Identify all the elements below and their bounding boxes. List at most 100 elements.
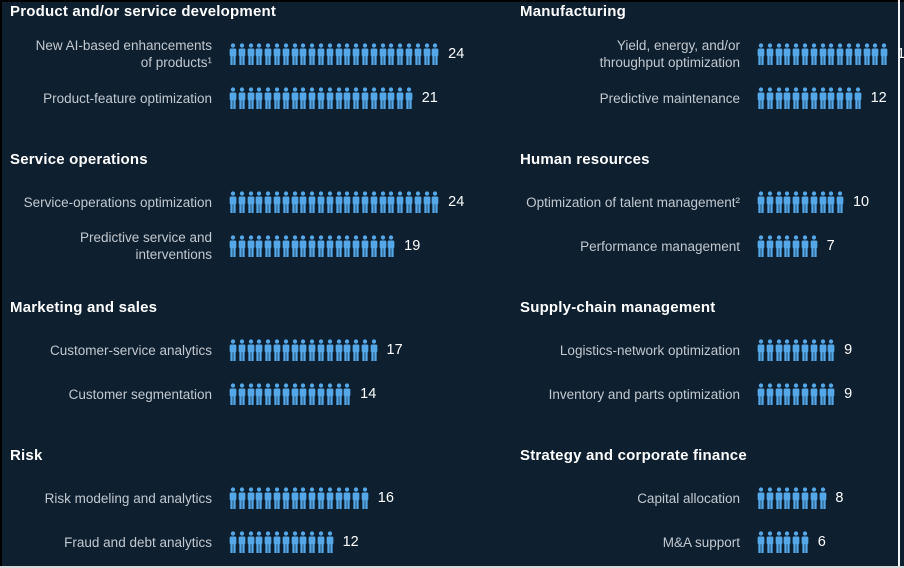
chart-row: Predictive maintenance 12 <box>452 76 904 120</box>
person-icon <box>757 531 765 553</box>
person-icon <box>766 339 774 361</box>
person-icon <box>264 191 272 213</box>
person-icon <box>766 487 774 509</box>
person-icon <box>247 191 254 213</box>
person-icon <box>863 43 870 65</box>
section-product-service-development: Product and/or service development New A… <box>0 2 465 120</box>
person-icon <box>238 487 246 509</box>
person-icon <box>757 383 765 405</box>
person-icon <box>326 87 334 109</box>
person-icon <box>352 339 360 361</box>
person-icon <box>326 191 334 213</box>
section-title: Human resources <box>520 151 650 168</box>
person-icon <box>273 235 281 257</box>
chart-column-left: Product and/or service development New A… <box>0 2 465 568</box>
person-icon <box>405 191 413 213</box>
person-icon-strip <box>757 87 863 109</box>
person-icon <box>335 383 342 405</box>
person-icon-strip <box>229 339 379 361</box>
person-icon <box>282 43 290 65</box>
row-value: 10 <box>852 194 870 210</box>
person-icon <box>810 87 818 109</box>
person-icon <box>801 383 809 405</box>
person-icon <box>792 531 800 553</box>
person-icon <box>291 531 298 553</box>
person-icon <box>819 383 826 405</box>
person-icon <box>828 339 835 361</box>
person-icon <box>317 235 325 257</box>
person-icon <box>775 339 782 361</box>
person-icon <box>836 87 844 109</box>
person-icon <box>757 339 765 361</box>
row-label: Risk modeling and analytics <box>44 490 212 506</box>
row-value: 12 <box>342 534 359 550</box>
chart-row: Predictive service and interventions 19 <box>0 224 452 268</box>
person-icon <box>431 43 439 65</box>
person-icon <box>792 383 800 405</box>
row-value: 8 <box>835 490 844 506</box>
person-icon <box>379 43 386 65</box>
row-label: Capital allocation <box>637 490 740 506</box>
row-value: 16 <box>377 490 394 506</box>
person-icon <box>273 531 281 553</box>
person-icon <box>308 531 316 553</box>
person-icon <box>845 87 853 109</box>
person-icon <box>264 487 272 509</box>
row-value: 9 <box>844 342 853 358</box>
row-label: Optimization of talent management² <box>526 194 740 210</box>
person-icon-strip <box>229 487 370 509</box>
person-icon <box>256 383 263 405</box>
chart-row: Risk modeling and analytics 16 <box>0 476 452 520</box>
row-label: Service-operations optimization <box>23 194 212 210</box>
person-icon <box>300 43 307 65</box>
person-icon <box>828 191 835 213</box>
row-label: M&A support <box>662 534 740 550</box>
person-icon <box>757 235 765 257</box>
person-icon <box>308 43 316 65</box>
person-icon <box>766 383 774 405</box>
person-icon <box>335 43 342 65</box>
chart-column-right: Manufacturing Yield, energy, and/or thro… <box>452 2 904 568</box>
person-icon <box>819 87 826 109</box>
chart-row: Fraud and debt analytics 12 <box>0 520 452 564</box>
person-icon <box>801 235 809 257</box>
person-icon <box>343 87 351 109</box>
person-icon <box>308 235 316 257</box>
row-value: 24 <box>448 46 465 62</box>
row-value: 9 <box>844 386 853 402</box>
person-icon <box>361 191 369 213</box>
person-icon <box>264 87 272 109</box>
chart-row: Yield, energy, and/or throughput optimiz… <box>452 32 904 76</box>
person-icon <box>300 383 307 405</box>
person-icon <box>238 235 246 257</box>
person-icon <box>405 87 413 109</box>
person-icon <box>335 191 342 213</box>
person-icon <box>308 87 316 109</box>
person-icon <box>854 43 862 65</box>
person-icon <box>291 383 298 405</box>
person-icon <box>828 383 835 405</box>
person-icon <box>317 43 325 65</box>
row-label: Customer segmentation <box>68 386 212 402</box>
chart-row: New AI-based enhancements of products¹ 2… <box>0 32 465 76</box>
chart-row: Inventory and parts optimization 9 <box>452 372 904 416</box>
row-label: Product-feature optimization <box>43 90 212 106</box>
person-icon <box>775 235 782 257</box>
person-icon <box>775 383 782 405</box>
person-icon <box>282 339 290 361</box>
person-icon-strip <box>229 531 335 553</box>
person-icon <box>273 43 281 65</box>
section-service-operations: Service operations Service-operations op… <box>0 150 464 268</box>
row-label: Logistics-network optimization <box>559 342 740 358</box>
person-icon <box>308 339 316 361</box>
person-icon <box>836 43 844 65</box>
chart-row: Performance management 7 <box>452 224 904 268</box>
person-icon <box>766 87 774 109</box>
person-icon <box>792 87 800 109</box>
person-icon-strip <box>229 235 396 257</box>
row-value: 19 <box>404 238 421 254</box>
person-icon <box>414 43 422 65</box>
person-icon <box>423 43 430 65</box>
person-icon <box>379 235 386 257</box>
row-label: Inventory and parts optimization <box>548 386 740 402</box>
